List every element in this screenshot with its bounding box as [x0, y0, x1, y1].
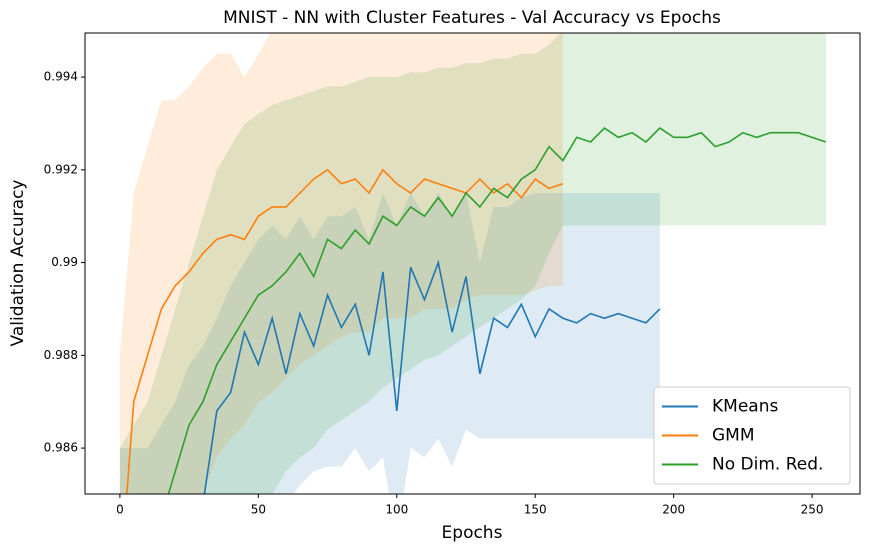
plot-area	[119, 33, 827, 494]
y-tick-label: 0.988	[44, 348, 78, 362]
legend-label: GMM	[712, 426, 755, 446]
data-line	[167, 127, 827, 494]
y-tick-label: 0.992	[44, 162, 78, 176]
legend-box	[653, 386, 851, 485]
x-tick-label: 100	[385, 503, 408, 517]
y-tick-label: 0.99	[51, 255, 78, 269]
confidence-band	[119, 33, 826, 494]
chart-title: MNIST - NN with Cluster Features - Val A…	[223, 8, 721, 28]
x-tick-label: 0	[116, 503, 124, 517]
plot-frame	[84, 32, 861, 495]
confidence-band	[119, 33, 563, 494]
legend-label: KMeans	[712, 397, 778, 417]
y-axis-label: Validation Accuracy	[8, 180, 28, 347]
y-tick-label: 0.994	[44, 70, 78, 84]
data-line	[203, 259, 661, 494]
legend-label: No Dim. Red.	[712, 455, 823, 475]
y-tick-label: 0.986	[44, 441, 78, 455]
x-tick-label: 250	[801, 503, 824, 517]
x-tick-label: 200	[662, 503, 685, 517]
x-tick-label: 150	[524, 503, 547, 517]
x-tick-label: 50	[251, 503, 266, 517]
x-axis-label: Epochs	[442, 523, 503, 543]
data-line	[126, 168, 564, 494]
